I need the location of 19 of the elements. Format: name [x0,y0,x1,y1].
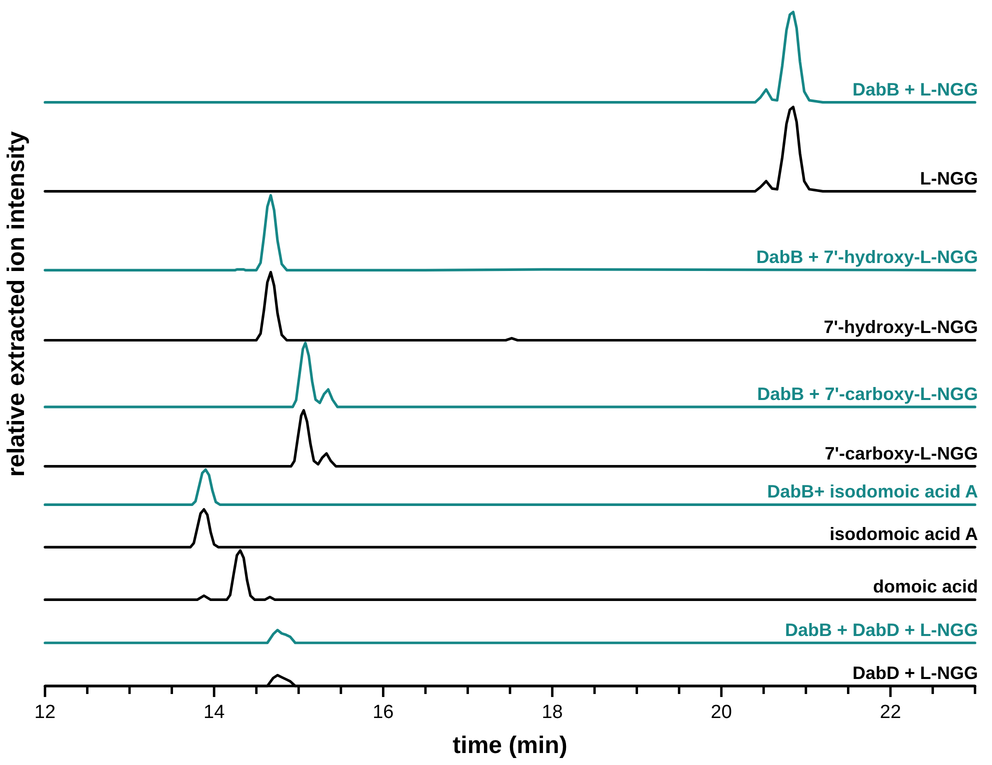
series-label: DabB + L-NGG [852,79,978,100]
series-label: DabD + L-NGG [852,663,978,683]
x-tick-label: 16 [372,702,394,723]
series-label: domoic acid [872,576,978,597]
series-label: 7'-carboxy-L-NGG [824,443,978,464]
x-tick-label: 18 [542,702,563,723]
x-axis-title: time (min) [452,732,568,759]
x-tick-label: 22 [880,702,902,723]
series-label: DabB+ isodomoic acid A [767,482,978,502]
y-axis-title: relative extracted ion intensity [3,130,30,477]
series-label: L-NGG [920,168,978,188]
series-label: DabB + 7'-hydroxy-L-NGG [756,247,978,268]
series-label: 7'-hydroxy-L-NGG [824,317,978,338]
series-label: DabB + DabD + L-NGG [784,620,978,640]
x-tick-label: 20 [710,702,732,723]
x-tick-label: 12 [34,702,56,723]
series-label: isodomoic acid A [830,524,978,544]
x-tick-label: 14 [204,702,226,723]
series-label: DabB + 7'-carboxy-L-NGG [757,384,978,404]
